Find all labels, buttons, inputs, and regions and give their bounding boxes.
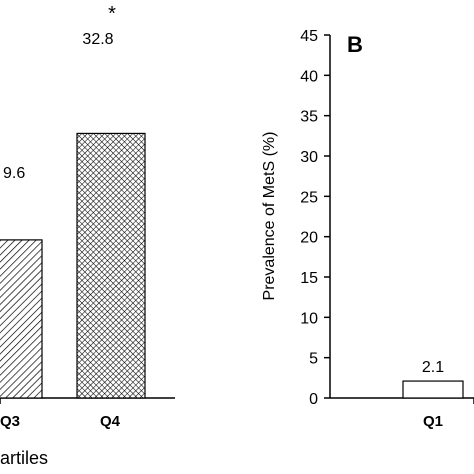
- panel-b-ytick-label-35: 35: [300, 109, 318, 126]
- panel-a-significance-mark: *: [108, 3, 116, 25]
- panel-b-ytick-label-15: 15: [300, 270, 318, 287]
- panel-a-bar-q3: [0, 239, 43, 399]
- panel-b-ytick-label-20: 20: [300, 230, 318, 247]
- panel-b-ytick-label-30: 30: [300, 149, 318, 166]
- panel-a: 9.6 32.8 * Q3 Q4 artiles: [0, 3, 175, 468]
- panel-b-bar-q1: [402, 380, 464, 399]
- panel-b-letter: B: [347, 32, 363, 57]
- panel-b-ytick-label-0: 0: [309, 391, 318, 408]
- panel-b-label-q1: 2.1: [422, 359, 444, 376]
- panel-a-label-q4: 32.8: [82, 31, 113, 48]
- panel-a-category-q4: Q4: [100, 413, 121, 430]
- panel-b-ytick-label-10: 10: [300, 310, 318, 327]
- panel-b-ytick-label-40: 40: [300, 68, 318, 85]
- panel-a-label-q3: 9.6: [3, 165, 25, 182]
- panel-b: 0 5 10 15 20 25 30 35 40 45 B 2.1 Q1 Prevalence o…: [261, 28, 474, 430]
- panel-b-ytick-label-5: 5: [309, 351, 318, 368]
- panel-b-category-q1: Q1: [423, 413, 443, 430]
- panel-b-y-axis-title: Prevalence of MetS (%): [261, 132, 278, 301]
- panel-a-category-q3: Q3: [0, 413, 20, 430]
- panel-a-bar-q4: [76, 132, 146, 399]
- panel-b-ytick-label-45: 45: [300, 28, 318, 45]
- panel-b-ytick-label-25: 25: [300, 189, 318, 206]
- panel-a-x-axis-title: artiles: [0, 448, 48, 468]
